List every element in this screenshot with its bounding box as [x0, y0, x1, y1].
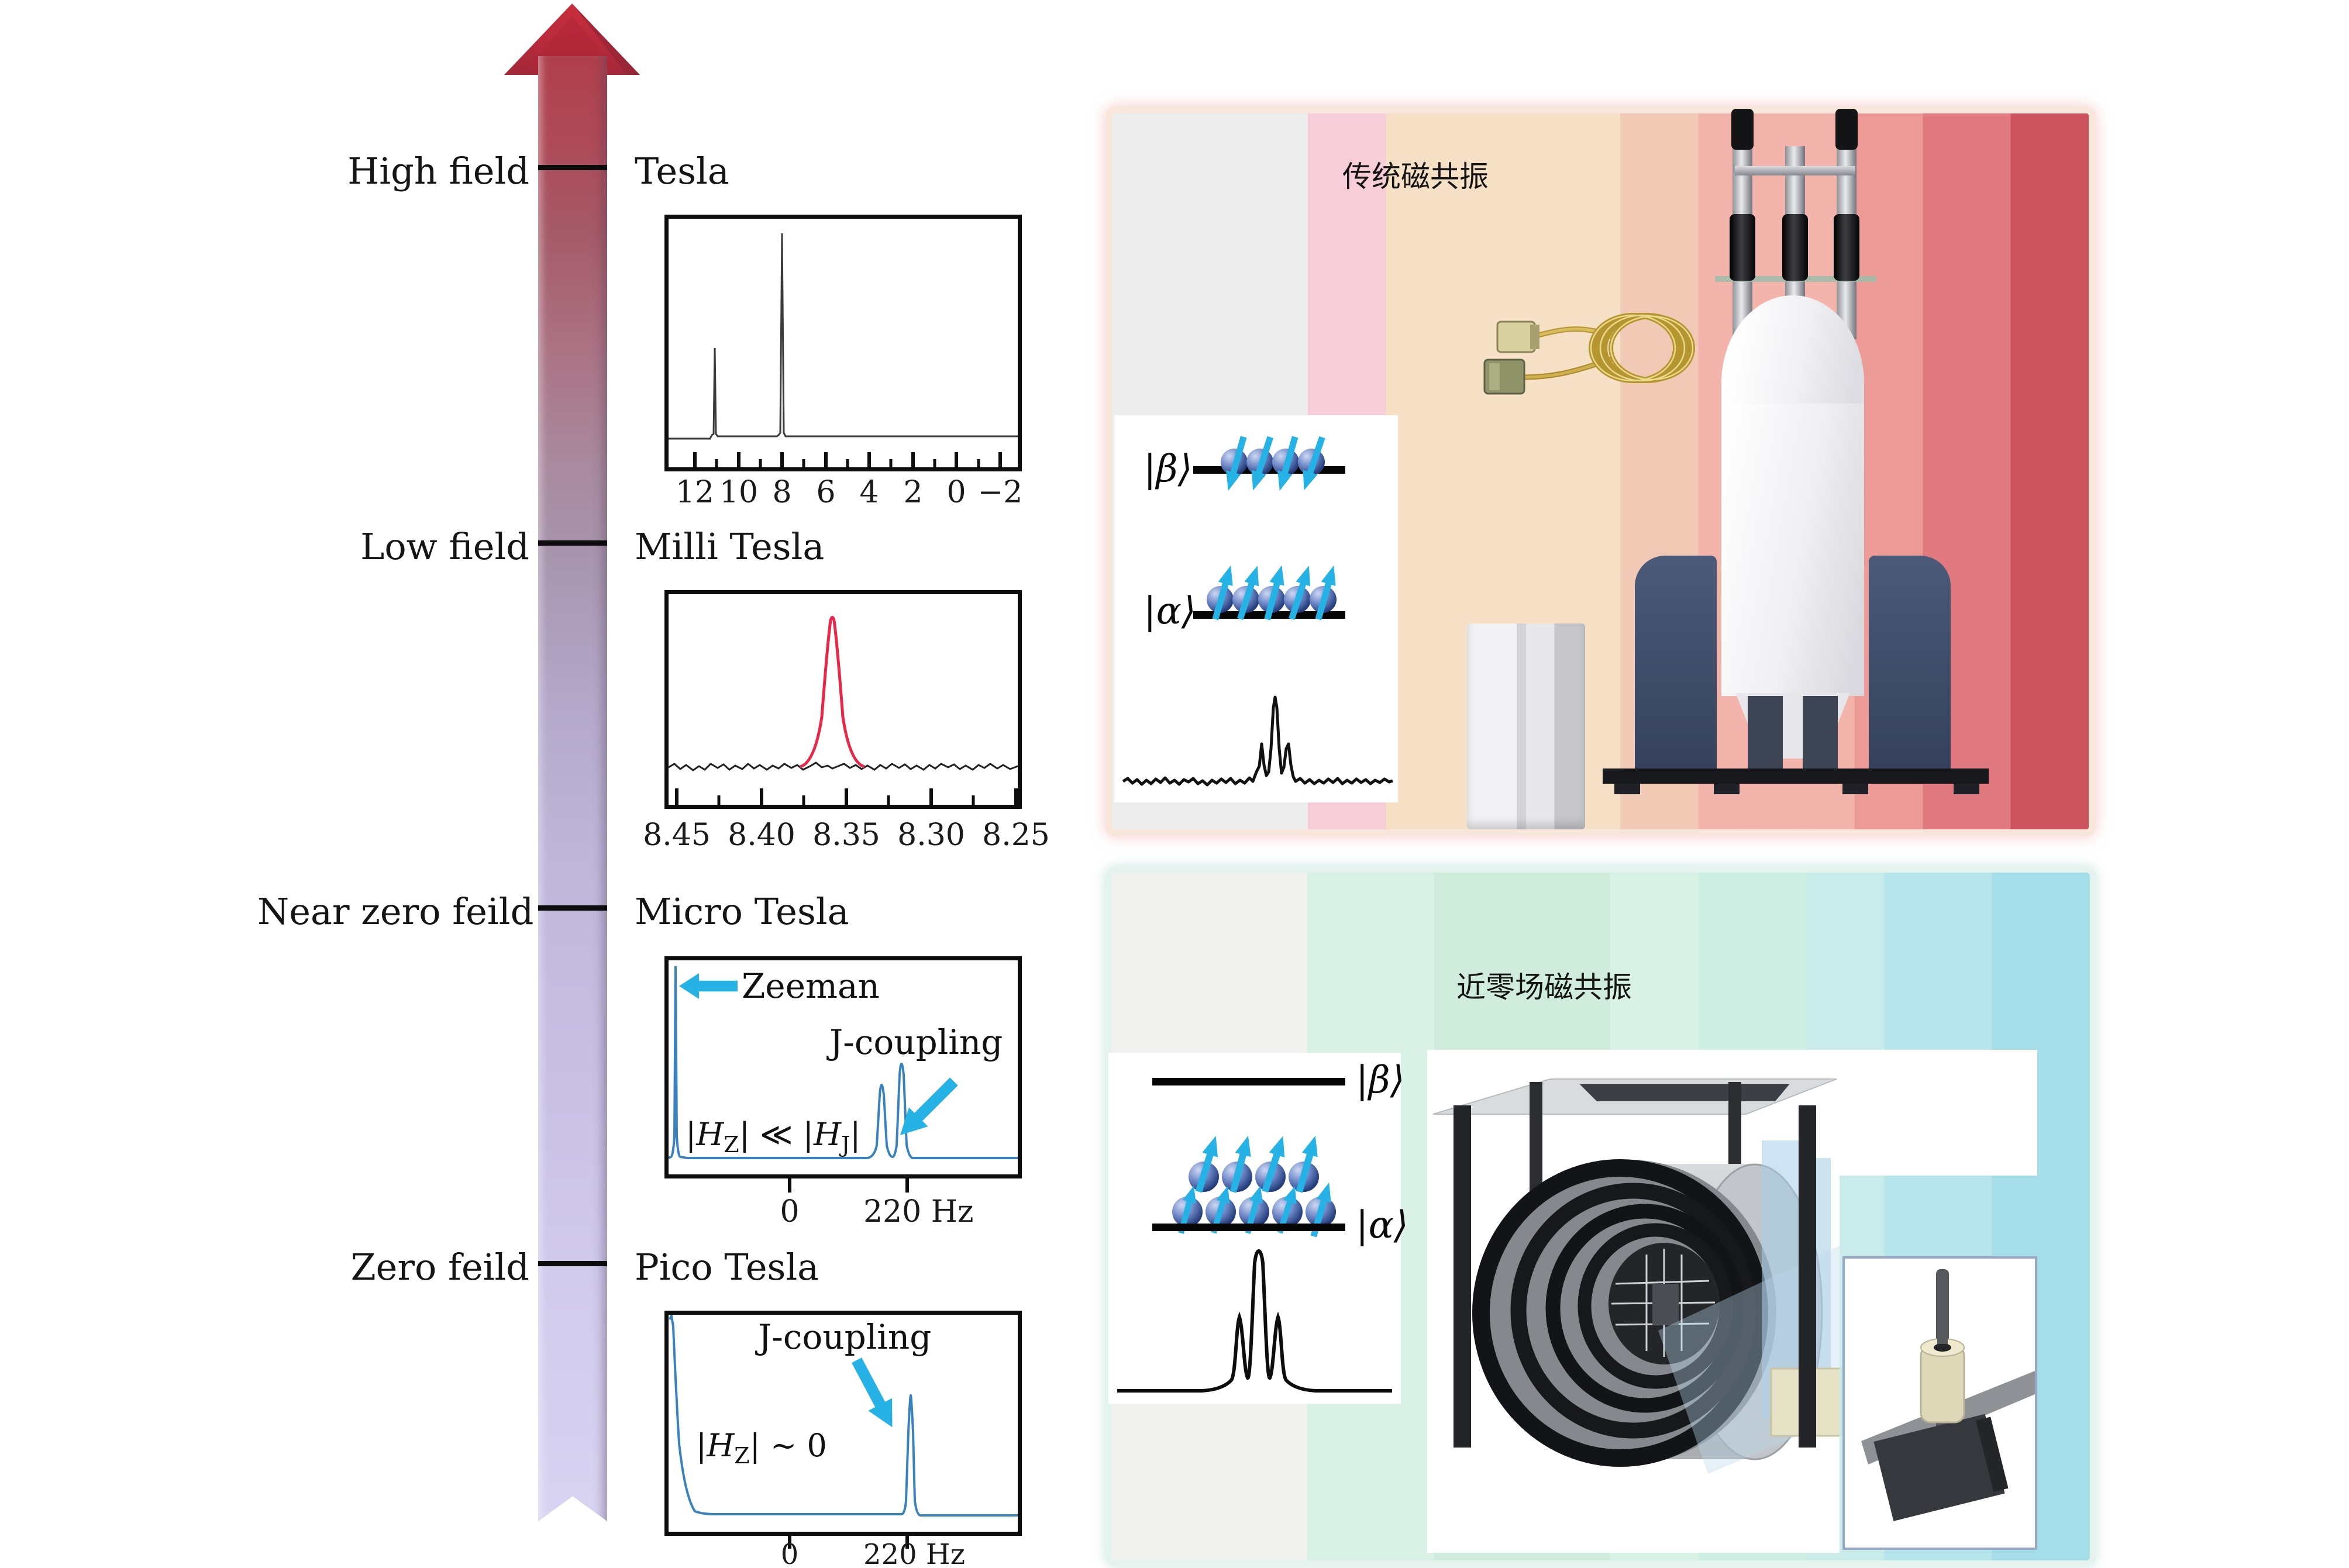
tesla-tick-10: 10 — [719, 475, 759, 510]
magnet-sleeve-right — [1834, 214, 1859, 281]
magnet-body — [1721, 404, 1864, 696]
field-arrow-shaft — [538, 56, 607, 1521]
level-tick-low — [538, 540, 607, 546]
level-tick-zero — [538, 1261, 607, 1266]
zeeman-annotation: Zeeman — [742, 966, 880, 1006]
level-label-near-zero-field: Near zero feild — [257, 890, 534, 933]
tesla-tick-0: 0 — [946, 475, 966, 510]
tesla-tick-8: 8 — [772, 475, 792, 510]
rf-coil-illustration — [1483, 313, 1695, 395]
spectrum-micro-tesla — [664, 956, 1022, 1178]
milli-tick-840: 8.40 — [728, 818, 795, 853]
magnet-crossbar — [1735, 166, 1855, 175]
milli-tick-825: 8.25 — [982, 818, 1050, 853]
milli-tick-845: 8.45 — [643, 818, 711, 853]
zulf-beta-level — [1152, 1078, 1345, 1085]
spectrum-tesla-curve — [669, 233, 1018, 467]
unit-label-pico-tesla: Pico Tesla — [635, 1246, 819, 1288]
magnet-foot-4 — [1954, 784, 1979, 794]
magnet-top-cap-left — [1731, 109, 1754, 150]
zulf-beta-ket: |β⟩ — [1356, 1059, 1405, 1102]
pico-tick-zero: 0 — [780, 1538, 799, 1568]
level-tick-near-zero — [538, 905, 607, 911]
unit-label-micro-tesla: Micro Tesla — [635, 890, 849, 933]
micro-tick-220-mark — [905, 1178, 909, 1193]
zulf-alpha-level — [1152, 1224, 1345, 1231]
spectrum-milli-curve — [669, 616, 1018, 805]
traditional-noisy-spectrum — [1122, 695, 1393, 787]
traditional-panel-title: 传统磁共振 — [1342, 160, 1489, 194]
unit-label-milli-tesla: Milli Tesla — [635, 525, 825, 568]
zulf-triplet-spectrum — [1117, 1249, 1392, 1393]
tesla-tick-12: 12 — [675, 475, 715, 510]
micro-hamiltonian-formula: |HZ| ≪ |HJ| — [686, 1116, 861, 1157]
spectrum-micro-curve — [669, 966, 1018, 1159]
magnet-foot-2 — [1714, 784, 1740, 794]
pico-tick-220-mark — [905, 1536, 909, 1549]
spectrum-pico-tesla — [664, 1311, 1022, 1536]
tesla-tick-m2: −2 — [977, 475, 1023, 510]
magnet-pedestal-left — [1748, 696, 1783, 773]
pico-tick-zero-mark — [788, 1536, 791, 1549]
magnet-base-rail — [1603, 769, 1989, 784]
tesla-tick-6: 6 — [816, 475, 836, 510]
sensor-illustration — [1861, 1269, 2035, 1521]
level-label-zero-field: Zero feild — [350, 1246, 529, 1288]
pico-hamiltonian-formula: |HZ| ∼ 0 — [696, 1427, 827, 1469]
coil-connector-top — [1496, 321, 1536, 353]
milli-tick-830: 8.30 — [897, 818, 965, 853]
magnet-pedestal-right — [1803, 696, 1838, 773]
level-label-high-field: High field — [347, 150, 529, 192]
magnet-sleeve-center — [1782, 214, 1808, 281]
unit-label-tesla: Tesla — [635, 150, 729, 192]
tesla-tick-4: 4 — [859, 475, 879, 510]
traditional-beta-ket: |β⟩ — [1143, 447, 1193, 491]
pico-tick-220: 220 Hz — [863, 1538, 966, 1568]
milli-tick-835: 8.35 — [812, 818, 880, 853]
magnet-foot-3 — [1842, 784, 1868, 794]
zulf-alpha-ket: |α⟩ — [1356, 1204, 1408, 1247]
magnet-leg-right — [1869, 556, 1951, 773]
zulf-panel-title: 近零场磁共振 — [1456, 970, 1632, 1004]
spectrum-milli-tesla — [664, 590, 1022, 809]
magnet-top-cap-right — [1835, 109, 1858, 150]
traditional-alpha-ket: |α⟩ — [1143, 590, 1196, 633]
spectrum-pico-curve — [669, 1315, 1018, 1517]
shield-photo-top-right — [1840, 1050, 2037, 1176]
pico-jcoupling-annotation: J-coupling — [758, 1317, 932, 1357]
micro-tick-220: 220 Hz — [863, 1194, 974, 1229]
spectrum-tesla — [664, 215, 1022, 471]
magnetic-shield-illustration — [1432, 1078, 1840, 1474]
tesla-tick-2: 2 — [903, 475, 923, 510]
micro-tick-zero: 0 — [780, 1194, 800, 1229]
level-tick-high — [538, 165, 607, 170]
level-label-low-field: Low field — [360, 525, 529, 568]
micro-jcoupling-annotation: J-coupling — [829, 1022, 1003, 1062]
magnet-leg-left — [1635, 556, 1717, 773]
console-cabinet — [1467, 623, 1585, 829]
magnet-foot-1 — [1614, 784, 1640, 794]
micro-tick-zero-mark — [788, 1178, 791, 1193]
magnet-sleeve-left — [1730, 214, 1755, 281]
